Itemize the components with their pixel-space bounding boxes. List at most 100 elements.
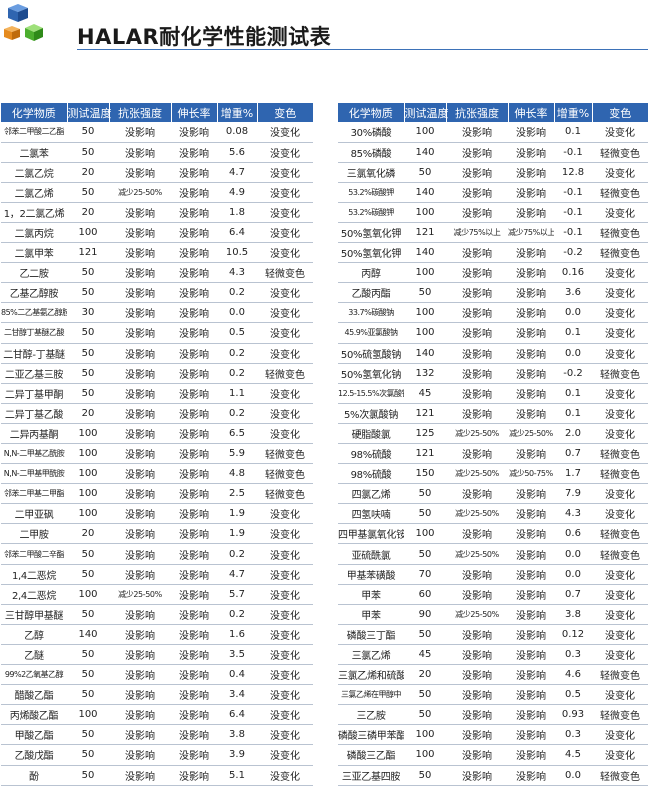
cell-weight-gain: 0.0 (554, 564, 592, 585)
cell-tensile: 没影响 (446, 343, 508, 364)
cell-weight-gain: 0.5 (217, 322, 257, 344)
cell-tensile: 没影响 (446, 684, 508, 706)
cell-weight-gain: 6.4 (217, 704, 257, 726)
cell-chemical: 醋酸乙酯 (1, 684, 67, 706)
cell-elongation: 没影响 (508, 483, 554, 505)
cell-tensile: 没影响 (109, 704, 171, 726)
cell-temperature: 50 (67, 744, 109, 766)
table-row: 二氯苯 50 没影响 没影响 5.6 没变化 (1, 142, 313, 163)
cell-weight-gain: 5.7 (217, 584, 257, 605)
cell-chemical: 三甘醇甲基醚 (1, 604, 67, 625)
cell-temperature: 90 (404, 604, 446, 625)
cell-discoloration: 没变化 (257, 302, 313, 324)
cell-weight-gain: 4.3 (554, 503, 592, 525)
cell-elongation: 减少75%以上 (508, 222, 554, 244)
table-row: 甲苯 60 没影响 没影响 0.7 没变化 (338, 584, 648, 605)
cell-discoloration: 没变化 (257, 644, 313, 666)
cell-elongation: 没影响 (171, 222, 217, 244)
cell-elongation: 没影响 (171, 122, 217, 143)
cell-elongation: 没影响 (508, 564, 554, 585)
table-row: 丙醇 100 没影响 没影响 0.16 没变化 (338, 262, 648, 284)
cell-chemical: 二氯乙烯 (1, 182, 67, 203)
cell-temperature: 50 (67, 322, 109, 344)
cell-chemical: 甲基苯磺酸 (338, 564, 404, 585)
cell-chemical: 99%2乙氧基乙醇 (1, 664, 67, 686)
cell-weight-gain: 10.5 (217, 242, 257, 264)
cell-tensile: 没影响 (446, 724, 508, 746)
cell-chemical: 三乙胺 (338, 704, 404, 726)
cell-weight-gain: 1.1 (217, 383, 257, 404)
table-row: 丙烯酸乙酯 100 没影响 没影响 6.4 没变化 (1, 704, 313, 726)
cell-chemical: 二甘醇-丁基醚 (1, 343, 67, 364)
cell-temperature: 20 (67, 403, 109, 424)
table-row: 三氯氧化磷 50 没影响 没影响 12.8 没变化 (338, 162, 648, 183)
cell-tensile: 没影响 (109, 684, 171, 706)
cell-elongation: 没影响 (508, 503, 554, 525)
cell-temperature: 100 (67, 222, 109, 244)
header-tensile-strength: 抗张强度 (109, 103, 172, 122)
cell-weight-gain: 4.7 (217, 564, 257, 585)
cell-elongation: 没影响 (508, 584, 554, 605)
cell-elongation: 没影响 (171, 262, 217, 284)
cell-chemical: N,N-二甲基甲酰胺 (1, 463, 67, 485)
cell-temperature: 100 (67, 443, 109, 465)
table-row: 邻苯二甲酸二乙酯 50 没影响 没影响 0.08 没变化 (1, 122, 313, 143)
cell-weight-gain: 0.16 (554, 262, 592, 284)
cell-discoloration: 没变化 (592, 684, 648, 706)
cell-elongation: 没影响 (508, 343, 554, 364)
table-row: 四甲基氯氧化铵 100 没影响 没影响 0.6 轻微变色 (338, 523, 648, 545)
cell-discoloration: 轻微变色 (592, 664, 648, 686)
cell-tensile: 没影响 (446, 363, 508, 384)
cell-weight-gain: 0.5 (554, 684, 592, 706)
cell-temperature: 60 (404, 584, 446, 605)
table-row: 三甘醇甲基醚 50 没影响 没影响 0.2 没变化 (1, 604, 313, 625)
cell-tensile: 没影响 (109, 322, 171, 344)
cell-discoloration: 没变化 (257, 122, 313, 143)
table-row: 二亚乙基三胺 50 没影响 没影响 0.2 轻微变色 (1, 363, 313, 384)
cell-discoloration: 轻微变色 (592, 363, 648, 384)
cell-elongation: 没影响 (508, 162, 554, 183)
cell-weight-gain: 3.8 (217, 724, 257, 746)
cell-chemical: 二异丁基乙酸 (1, 403, 67, 424)
cell-discoloration: 轻微变色 (257, 363, 313, 384)
cell-elongation: 没影响 (171, 302, 217, 324)
table-row: 二氯丙烷 100 没影响 没影响 6.4 没变化 (1, 222, 313, 244)
cell-discoloration: 轻微变色 (592, 242, 648, 264)
table-row: 磷酸三乙酯 100 没影响 没影响 4.5 没变化 (338, 744, 648, 766)
cell-chemical: 亚硫酰氯 (338, 543, 404, 565)
cell-discoloration: 轻微变色 (592, 543, 648, 565)
table-row: 12.5-15.5%次氯酸钠 45 没影响 没影响 0.1 没变化 (338, 383, 648, 404)
cell-chemical: 2,4二恶烷 (1, 584, 67, 605)
cell-weight-gain: -0.1 (554, 182, 592, 203)
cell-temperature: 50 (67, 363, 109, 384)
cell-elongation: 没影响 (508, 644, 554, 666)
cell-elongation: 没影响 (508, 242, 554, 264)
table-row: 二甘醇丁基醚乙酸 50 没影响 没影响 0.5 没变化 (1, 322, 313, 344)
cell-discoloration: 没变化 (257, 543, 313, 565)
cell-chemical: 磷酸三磷甲苯酯 (338, 724, 404, 746)
cell-discoloration: 轻微变色 (592, 443, 648, 465)
cell-elongation: 没影响 (508, 704, 554, 726)
cell-chemical: 磷酸三乙酯 (338, 744, 404, 766)
cell-discoloration: 没变化 (257, 242, 313, 264)
cell-discoloration: 轻微变色 (257, 483, 313, 505)
cell-tensile: 没影响 (446, 704, 508, 726)
table-row: 30%磷酸 100 没影响 没影响 0.1 没变化 (338, 122, 648, 143)
table-row: 甲酸乙酯 50 没影响 没影响 3.8 没变化 (1, 724, 313, 746)
cell-tensile: 没影响 (109, 564, 171, 585)
cell-chemical: 二甘醇丁基醚乙酸 (1, 322, 67, 344)
cell-tensile: 没影响 (109, 162, 171, 183)
table-row: 三氯乙烯 45 没影响 没影响 0.3 没变化 (338, 644, 648, 666)
cell-chemical: 二氯苯 (1, 142, 67, 163)
cell-discoloration: 没变化 (592, 122, 648, 143)
table-row: N,N-二甲基乙酰胺 100 没影响 没影响 5.9 轻微变色 (1, 443, 313, 465)
cell-discoloration: 没变化 (257, 624, 313, 645)
table-row: 85%二乙基氨乙醇胺 30 没影响 没影响 0.0 没变化 (1, 302, 313, 324)
table-row: 甲基苯磺酸 70 没影响 没影响 0.0 没变化 (338, 564, 648, 585)
cell-temperature: 50 (67, 765, 109, 786)
cell-discoloration: 轻微变色 (592, 704, 648, 726)
cell-weight-gain: 0.1 (554, 403, 592, 424)
cell-chemical: 二氯乙烷 (1, 162, 67, 183)
cell-tensile: 没影响 (446, 443, 508, 465)
cell-weight-gain: 5.1 (217, 765, 257, 786)
